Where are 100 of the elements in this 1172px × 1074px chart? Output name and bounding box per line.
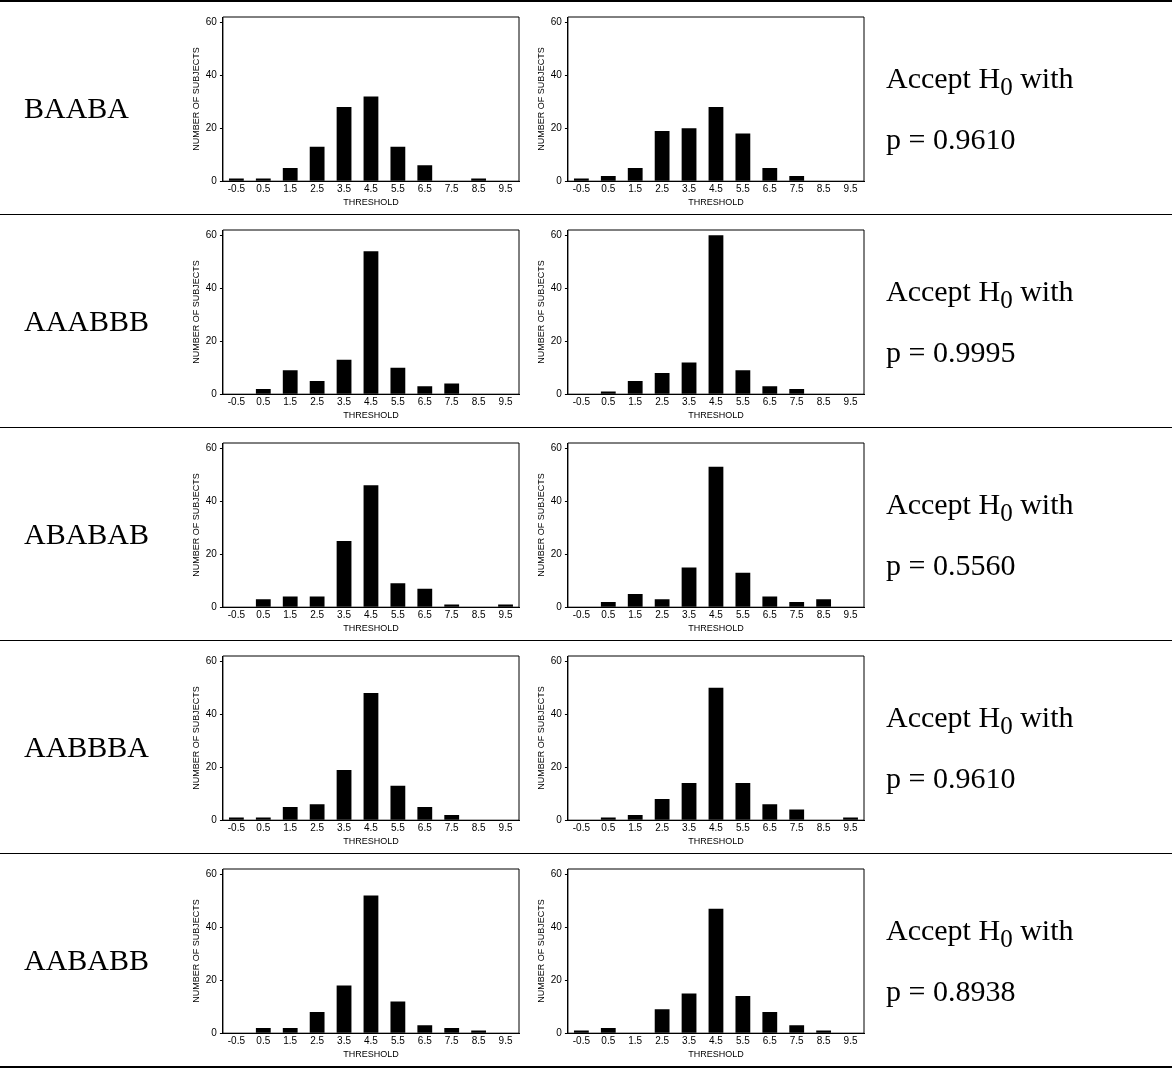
- y-axis-title: NUMBER OF SUBJECTS: [535, 899, 546, 1003]
- y-axis-title: NUMBER OF SUBJECTS: [535, 473, 546, 577]
- x-tick-label: 6.5: [762, 182, 778, 194]
- x-tick-label: 0.5: [601, 821, 616, 833]
- text: p = 0.9610: [886, 120, 1017, 157]
- x-tick-label: 4.5: [709, 182, 724, 194]
- text: AAABBB: [23, 304, 150, 338]
- x-tick-label: 7.5: [444, 395, 460, 407]
- x-tick-label: 1.5: [628, 821, 643, 833]
- x-tick-label: 6.5: [417, 608, 433, 620]
- x-tick-label: 7.5: [789, 1034, 805, 1046]
- x-tick-label: 7.5: [789, 395, 805, 407]
- x-tick-label: 3.5: [682, 821, 697, 833]
- x-tick-label: 6.5: [762, 821, 778, 833]
- text: Accept H$_{0}$ with: [886, 59, 1074, 102]
- x-tick-label: -0.5: [227, 821, 246, 833]
- x-tick-label: 7.5: [444, 608, 460, 620]
- y-tick-label: 60: [205, 229, 218, 241]
- x-axis-title: THRESHOLD: [343, 197, 400, 208]
- x-axis-title: THRESHOLD: [343, 410, 400, 421]
- x-tick-label: 5.5: [390, 608, 406, 620]
- x-tick-label: 5.5: [390, 182, 406, 194]
- x-tick-label: 5.5: [735, 821, 751, 833]
- y-tick-label: 60: [205, 16, 218, 28]
- y-tick-label: 20: [550, 760, 563, 772]
- y-tick-label: 40: [205, 282, 218, 294]
- y-tick-label: 60: [550, 868, 563, 880]
- y-tick-label: 20: [205, 547, 218, 559]
- x-tick-label: 0.5: [601, 395, 616, 407]
- x-tick-label: 1.5: [283, 1034, 298, 1046]
- y-tick-label: 0: [556, 600, 563, 612]
- x-tick-label: 8.5: [816, 608, 832, 620]
- y-tick-label: 20: [550, 973, 563, 985]
- text: Accept H$_{0}$ with: [886, 698, 1074, 741]
- x-tick-label: -0.5: [572, 1034, 591, 1046]
- y-tick-label: 0: [211, 600, 218, 612]
- x-tick-label: -0.5: [227, 395, 246, 407]
- x-tick-label: 6.5: [417, 821, 433, 833]
- y-tick-label: 40: [205, 69, 218, 81]
- x-tick-label: 4.5: [709, 1034, 724, 1046]
- x-tick-label: 2.5: [655, 1034, 670, 1046]
- y-tick-label: 20: [205, 973, 218, 985]
- text: AABABB: [23, 943, 150, 977]
- x-tick-label: 2.5: [655, 608, 670, 620]
- x-tick-label: 0.5: [256, 821, 271, 833]
- y-tick-label: 20: [205, 334, 218, 346]
- text: ABABAB: [23, 517, 150, 551]
- x-tick-label: 9.5: [843, 821, 858, 833]
- x-tick-label: 5.5: [735, 608, 751, 620]
- y-tick-label: 40: [205, 921, 218, 933]
- x-tick-label: 9.5: [498, 821, 513, 833]
- y-axis-title: NUMBER OF SUBJECTS: [535, 47, 546, 151]
- y-tick-label: 0: [556, 1026, 563, 1038]
- x-tick-label: 1.5: [628, 182, 643, 194]
- y-tick-label: 40: [205, 495, 218, 507]
- x-tick-label: 0.5: [256, 608, 271, 620]
- x-tick-label: 5.5: [735, 1034, 751, 1046]
- x-tick-label: 8.5: [471, 821, 487, 833]
- x-tick-label: 1.5: [283, 608, 298, 620]
- y-tick-label: 60: [550, 16, 563, 28]
- y-tick-label: 20: [550, 121, 563, 133]
- y-tick-label: 20: [205, 760, 218, 772]
- x-tick-label: 1.5: [283, 395, 298, 407]
- x-tick-label: 5.5: [735, 395, 751, 407]
- y-tick-label: 0: [556, 387, 563, 399]
- text: p = 0.8938: [886, 972, 1017, 1009]
- x-tick-label: 3.5: [337, 821, 352, 833]
- y-tick-label: 20: [550, 334, 563, 346]
- x-tick-label: 8.5: [816, 821, 832, 833]
- x-axis-title: THRESHOLD: [688, 623, 745, 634]
- x-tick-label: -0.5: [572, 182, 591, 194]
- x-tick-label: 0.5: [601, 1034, 616, 1046]
- y-axis-title: NUMBER OF SUBJECTS: [190, 47, 201, 151]
- x-tick-label: 1.5: [628, 608, 643, 620]
- x-tick-label: 2.5: [655, 821, 670, 833]
- x-tick-label: 4.5: [364, 182, 379, 194]
- x-tick-label: 5.5: [390, 821, 406, 833]
- x-tick-label: 9.5: [498, 1034, 513, 1046]
- x-tick-label: 4.5: [364, 1034, 379, 1046]
- x-tick-label: -0.5: [572, 395, 591, 407]
- y-axis-title: NUMBER OF SUBJECTS: [190, 899, 201, 1003]
- x-tick-label: 2.5: [655, 395, 670, 407]
- x-tick-label: 7.5: [789, 608, 805, 620]
- y-tick-label: 0: [556, 813, 563, 825]
- y-tick-label: 0: [211, 813, 218, 825]
- x-tick-label: 6.5: [417, 182, 433, 194]
- x-tick-label: 6.5: [762, 395, 778, 407]
- x-tick-label: -0.5: [227, 608, 246, 620]
- x-tick-label: 6.5: [762, 1034, 778, 1046]
- text: p = 0.9995: [886, 333, 1017, 370]
- x-tick-label: 2.5: [310, 821, 325, 833]
- x-tick-label: 0.5: [601, 608, 616, 620]
- x-tick-label: 3.5: [337, 182, 352, 194]
- text: Accept H$_{0}$ with: [886, 272, 1074, 315]
- x-tick-label: 4.5: [364, 608, 379, 620]
- y-tick-label: 60: [205, 442, 218, 454]
- x-axis-title: THRESHOLD: [343, 836, 400, 847]
- text: p = 0.9610: [886, 759, 1017, 796]
- x-tick-label: 2.5: [310, 182, 325, 194]
- x-tick-label: 0.5: [601, 182, 616, 194]
